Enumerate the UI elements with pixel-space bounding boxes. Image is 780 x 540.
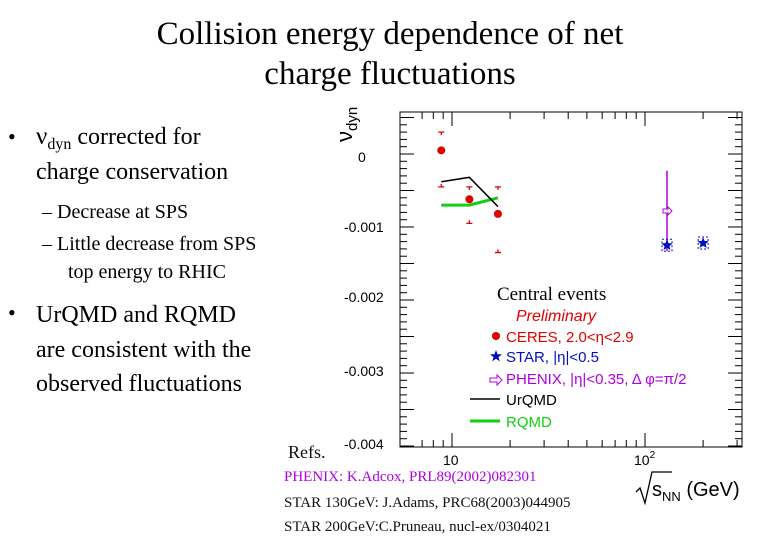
y-tick-label: 0 <box>358 149 366 165</box>
reference-star-200: STAR 200GeV:C.Pruneau, nucl-ex/0304021 <box>284 519 551 535</box>
nu-subscript: dyn <box>47 136 72 153</box>
ceres-sys-upper <box>466 186 473 190</box>
y-tick-label: -0.001 <box>344 219 384 235</box>
legend-label-urqmd: UrQMD <box>506 392 557 409</box>
ceres-sys-upper <box>438 131 445 136</box>
x-tick-label: 10 <box>443 452 459 468</box>
plot-frame <box>399 111 743 448</box>
legend: Preliminary CERES, 2.0<η<2.9 STAR, |η|<0… <box>470 308 686 431</box>
bullet-2-line-3: observed fluctuations <box>36 371 242 397</box>
legend-marker-phenix <box>489 373 503 387</box>
ceres-point <box>493 209 502 218</box>
star-point <box>697 237 709 248</box>
y-tick-label: -0.004 <box>344 436 384 452</box>
x-tick-label: 102 <box>634 450 656 468</box>
legend-label-ceres: CERES, 2.0<η<2.9 <box>506 329 634 346</box>
sqrt-sign <box>635 471 672 506</box>
bullet-1-line-2: charge conservation <box>36 159 229 185</box>
star-sys-box <box>697 236 709 250</box>
title-line-1: Collision energy dependence of net <box>156 16 624 52</box>
bullet-1-text: corrected for <box>71 124 201 150</box>
refs-label: Refs. <box>288 442 326 462</box>
chart-marks <box>437 131 709 254</box>
bullet-marker: • <box>8 124 16 149</box>
urqmd-curve <box>441 176 499 208</box>
title-line-2: charge fluctuations <box>264 56 516 92</box>
legend-preliminary: Preliminary <box>516 308 597 325</box>
reference-star-130: STAR 130GeV: J.Adams, PRC68(2003)044905 <box>284 495 571 511</box>
sub-bullet-1: – Decrease at SPS <box>42 201 189 223</box>
bullet-marker: • <box>8 300 16 325</box>
ceres-point <box>465 195 474 204</box>
reference-phenix: PHENIX: K.Adcox, PRL89(2002)082301 <box>284 469 537 485</box>
legend-marker-ceres <box>492 332 500 340</box>
bullet-2-line-2: are consistent with the <box>36 337 252 363</box>
ceres-sys-lower <box>466 220 473 224</box>
sub-bullet-2-line-2: top energy to RHIC <box>68 261 226 283</box>
y-axis-label: νdyn <box>332 107 361 142</box>
star-point <box>661 239 673 251</box>
y-tick-label: -0.002 <box>344 289 384 305</box>
phenix-point <box>662 205 673 217</box>
bullet-2-line-1: UrQMD and RQMD <box>36 302 236 328</box>
sub-bullet-2: – Little decrease from SPS <box>42 233 257 255</box>
ceres-sys-lower <box>438 183 445 188</box>
rqmd-curve <box>441 196 499 207</box>
y-tick-label: -0.003 <box>344 363 384 379</box>
plot-border <box>399 111 743 448</box>
legend-marker-star <box>490 350 502 362</box>
slide-title: Collision energy dependence of net charg… <box>90 14 690 94</box>
ceres-sys-upper <box>494 186 501 190</box>
x-axis-label: sNN (GeV) <box>652 479 740 504</box>
bullet-1: νdyn corrected for <box>36 122 201 159</box>
legend-label-star: STAR, |η|<0.5 <box>506 349 599 366</box>
nu-symbol: ν <box>36 123 48 150</box>
legend-label-phenix: PHENIX, |η|<0.35, Δ φ=π/2 <box>506 371 686 388</box>
star-sys-box <box>661 238 673 252</box>
central-events-annotation: Central events <box>497 284 606 305</box>
legend-label-rqmd: RQMD <box>506 414 552 431</box>
ceres-sys-lower <box>494 249 501 254</box>
ceres-point <box>437 146 446 155</box>
